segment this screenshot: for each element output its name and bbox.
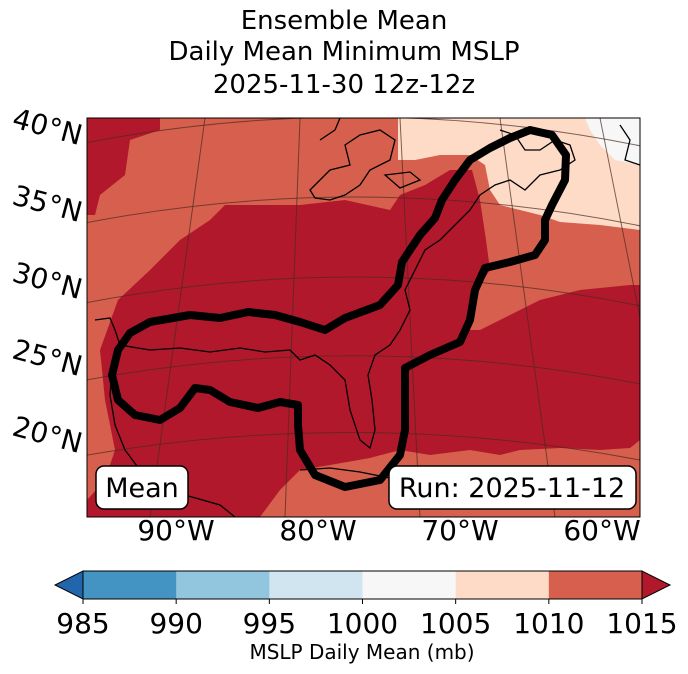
colorbar-tick-label: 990 [149,607,202,640]
colorbar-segment [269,571,363,599]
lat-label-20: 20°N [9,410,86,460]
lon-label-90: 90°W [137,514,214,547]
mean-contour [108,126,570,491]
colorbar-tick-label: 995 [243,607,296,640]
colorbar [53,570,672,600]
colorbar-segment [83,571,177,599]
colorbar-tick-label: 1005 [420,607,491,640]
colorbar-tick-label: 1010 [513,607,584,640]
colorbar-tick-label: 985 [56,607,109,640]
field-1015-nw [87,118,160,215]
lon-label-60: 60°W [563,514,640,547]
longitude-labels: 90°W 80°W 70°W 60°W [137,514,640,547]
colorbar-tick-label: 1015 [606,607,677,640]
colorbar-tick-label: 1000 [327,607,398,640]
lon-label-80: 80°W [279,514,356,547]
lon-label-70: 70°W [421,514,498,547]
colorbar-label: MSLP Daily Mean (mb) [249,640,474,664]
colorbar-segment [176,571,270,599]
map-frame [86,117,641,518]
colorbar-segment [362,571,457,599]
mean-label-box [95,465,189,510]
map-panel [87,118,640,517]
colorbar-segment [455,571,550,599]
latitude-gridlines [87,118,640,461]
run-label-box [388,465,637,510]
lat-label-35: 35°N [9,179,86,229]
latitude-labels: 40°N 35°N 30°N 25°N 20°N [9,102,86,460]
field-1015-main [87,170,640,517]
lat-label-40: 40°N [9,102,86,152]
colorbar-ticks: 985 990 995 1000 1005 1010 1015 [56,599,678,640]
lat-label-25: 25°N [9,333,86,383]
mean-label: Mean [105,473,179,504]
title-line-3: 2025-11-30 12z-12z [212,70,476,100]
title-line-2: Daily Mean Minimum MSLP [168,37,520,67]
colorbar-extend-high [641,570,672,600]
title-line-1: Ensemble Mean [240,6,448,36]
lat-label-30: 30°N [9,256,86,306]
colorbar-segment [548,571,643,599]
field-1005-1010 [398,118,640,230]
colorbar-extend-low [53,570,84,600]
run-label: Run: 2025-11-12 [399,473,625,504]
